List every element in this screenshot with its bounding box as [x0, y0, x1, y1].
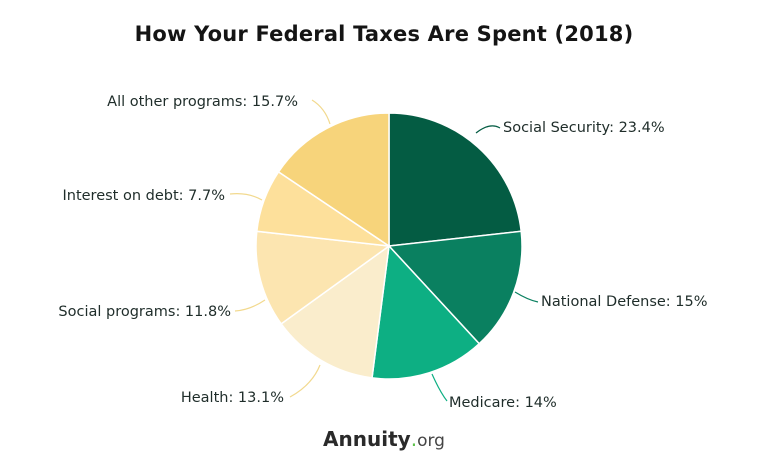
chart-title: How Your Federal Taxes Are Spent (2018)	[134, 22, 634, 46]
annuity-logo: Annuity.org	[0, 427, 768, 451]
pie-slice-national-defense	[387, 230, 523, 345]
logo-tld: org	[417, 431, 445, 451]
leader-line-social-programs	[234, 299, 266, 312]
label-medicare: Medicare: 14%	[449, 395, 557, 411]
label-national-defense: National Defense: 15%	[541, 294, 708, 310]
label-all-other-programs: All other programs: 15.7%	[107, 94, 298, 110]
leader-line-all-other-programs	[311, 99, 331, 125]
pie-slice-all-other-programs	[277, 112, 390, 248]
leader-line-social-security	[475, 125, 501, 134]
label-social-programs: Social programs: 11.8%	[58, 304, 231, 320]
pie-slice-social-programs	[255, 230, 392, 325]
logo-brand: Annuity	[323, 427, 411, 451]
label-interest-on-debt: Interest on debt: 7.7%	[62, 188, 225, 204]
label-social-security: Social Security: 23.4%	[503, 120, 665, 136]
pie-slice-medicare	[371, 244, 481, 380]
logo-dot: .	[410, 427, 418, 451]
leader-line-interest-on-debt	[229, 193, 263, 201]
pie-slice-social-security	[388, 112, 523, 247]
leader-line-medicare	[431, 373, 448, 402]
leader-line-national-defense	[514, 291, 539, 303]
pie-slice-health	[280, 244, 390, 379]
label-health: Health: 13.1%	[180, 390, 284, 406]
leader-line-health	[289, 364, 321, 398]
